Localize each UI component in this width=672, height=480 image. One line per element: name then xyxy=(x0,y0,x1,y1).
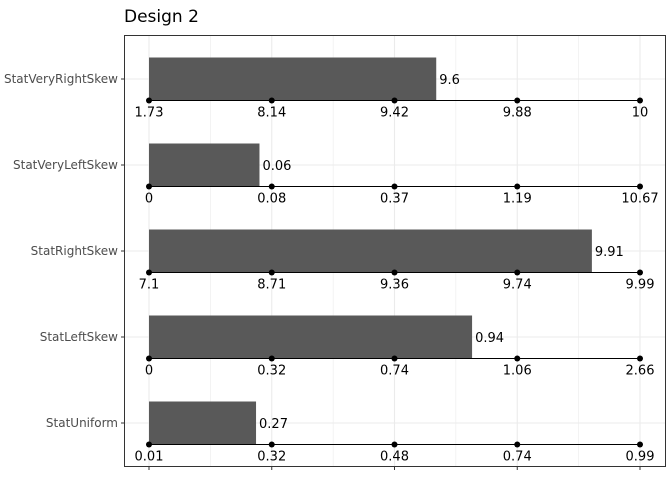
quantile-point xyxy=(268,269,275,276)
y-tick-label: StatVeryLeftSkew xyxy=(13,158,118,172)
quantile-label: 0.48 xyxy=(380,450,409,465)
quantile-point xyxy=(514,183,521,190)
quantile-point xyxy=(637,97,643,104)
quantile-label: 0 xyxy=(145,192,153,207)
quantile-point xyxy=(391,269,398,276)
bars: 9.6 1.73 8.14 9.42 9.88 10 0.06 0 0.08 0.37 1.19 10… xyxy=(135,57,659,465)
data-label: 0.94 xyxy=(475,331,504,346)
y-tick-label: StatUniform xyxy=(46,416,118,430)
quantile-label: 2.66 xyxy=(626,364,655,379)
quantile-point xyxy=(146,269,152,276)
quantile-point xyxy=(514,355,521,362)
y-tick-label: StatVeryRightSkew xyxy=(4,72,118,86)
quantile-label: 1.19 xyxy=(503,192,532,207)
quantile-point xyxy=(391,355,398,362)
quantile-label: 0.99 xyxy=(626,450,655,465)
bar xyxy=(149,401,257,445)
quantile-point xyxy=(146,97,152,104)
bar xyxy=(149,229,592,273)
quantile-label: 8.71 xyxy=(257,278,286,293)
quantile-label: 0.01 xyxy=(135,450,164,465)
quantile-label: 0.74 xyxy=(380,364,409,379)
quantile-label: 9.36 xyxy=(380,278,409,293)
quantile-label: 1.73 xyxy=(135,106,164,121)
quantile-point xyxy=(637,183,643,190)
quantile-label: 9.99 xyxy=(626,278,655,293)
data-label: 0.27 xyxy=(259,417,288,432)
quantile-label: 0.08 xyxy=(257,192,286,207)
quantile-point xyxy=(146,183,152,190)
quantile-point xyxy=(268,441,275,448)
bar xyxy=(149,315,473,359)
data-label: 0.06 xyxy=(262,159,291,174)
quantile-point xyxy=(391,441,398,448)
y-tick-label: StatLeftSkew xyxy=(40,330,118,344)
bar xyxy=(149,57,437,101)
quantile-label: 8.14 xyxy=(257,106,286,121)
quantile-point xyxy=(268,355,275,362)
quantile-label: 9.74 xyxy=(503,278,532,293)
quantile-point xyxy=(514,441,521,448)
quantile-label: 1.06 xyxy=(503,364,532,379)
quantile-point xyxy=(391,97,398,104)
quantile-label: 10 xyxy=(632,106,649,121)
quantile-point xyxy=(637,269,643,276)
quantile-point xyxy=(268,183,275,190)
chart-title: Design 2 xyxy=(124,7,199,27)
quantile-label: 0.32 xyxy=(257,364,286,379)
quantile-point xyxy=(146,441,152,448)
quantile-label: 0 xyxy=(145,364,153,379)
quantile-label: 0.32 xyxy=(257,450,286,465)
data-label: 9.91 xyxy=(595,245,624,260)
quantile-point xyxy=(146,355,152,362)
quantile-point xyxy=(268,97,275,104)
quantile-label: 9.42 xyxy=(380,106,409,121)
quantile-point xyxy=(514,269,521,276)
quantile-point xyxy=(637,441,643,448)
quantile-label: 0.74 xyxy=(503,450,532,465)
quantile-point xyxy=(514,97,521,104)
quantile-label: 10.67 xyxy=(621,192,658,207)
quantile-point xyxy=(637,355,643,362)
quantile-label: 0.37 xyxy=(380,192,409,207)
y-tick-label: StatRightSkew xyxy=(31,244,119,258)
data-label: 9.6 xyxy=(439,73,460,88)
quantile-label: 7.1 xyxy=(139,278,160,293)
y-axis: StatVeryRightSkew StatVeryLeftSkew StatRig… xyxy=(4,72,641,470)
quantile-point xyxy=(391,183,398,190)
bar xyxy=(149,143,260,187)
quantile-label: 9.88 xyxy=(503,106,532,121)
